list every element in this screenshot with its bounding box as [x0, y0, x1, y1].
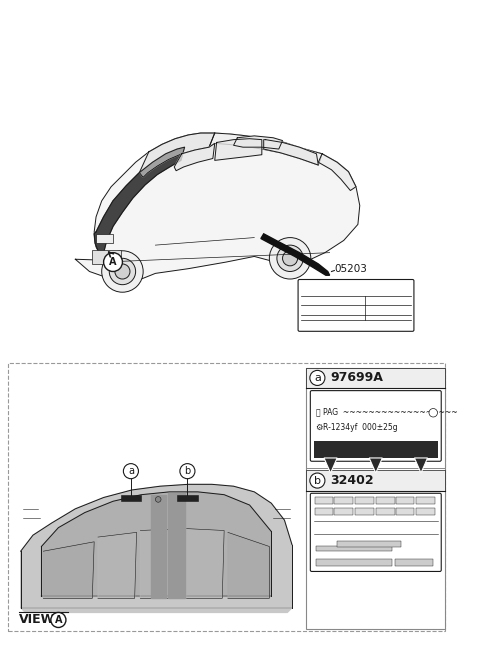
- Text: A: A: [109, 257, 117, 267]
- Polygon shape: [21, 484, 292, 613]
- Polygon shape: [324, 458, 337, 473]
- Polygon shape: [234, 136, 283, 149]
- Polygon shape: [264, 140, 318, 165]
- Bar: [314, 508, 334, 516]
- Bar: [92, 250, 120, 264]
- Polygon shape: [75, 133, 360, 281]
- Text: a: a: [314, 373, 321, 383]
- Bar: [8, 363, 444, 631]
- Polygon shape: [318, 154, 356, 190]
- Text: A: A: [55, 615, 62, 625]
- Circle shape: [269, 237, 311, 279]
- Circle shape: [115, 264, 130, 279]
- Bar: [313, 441, 438, 458]
- Circle shape: [310, 371, 325, 386]
- FancyBboxPatch shape: [311, 390, 441, 461]
- Polygon shape: [151, 495, 166, 598]
- Circle shape: [109, 258, 136, 285]
- Text: b: b: [314, 476, 321, 485]
- Bar: [306, 367, 445, 388]
- Polygon shape: [140, 529, 184, 598]
- Text: 05203: 05203: [335, 264, 367, 274]
- Polygon shape: [215, 138, 262, 160]
- Bar: [416, 508, 435, 516]
- Bar: [306, 367, 445, 629]
- Polygon shape: [174, 144, 215, 171]
- Circle shape: [51, 613, 66, 628]
- Circle shape: [283, 251, 298, 266]
- Bar: [335, 508, 353, 516]
- Bar: [315, 559, 392, 566]
- Polygon shape: [98, 533, 137, 598]
- Bar: [314, 497, 334, 504]
- Circle shape: [156, 497, 161, 502]
- Bar: [355, 497, 374, 504]
- Text: R-1234yf  000±25g: R-1234yf 000±25g: [323, 423, 397, 432]
- Circle shape: [102, 251, 143, 292]
- Text: b: b: [184, 466, 191, 476]
- Polygon shape: [414, 458, 428, 473]
- Polygon shape: [41, 492, 271, 596]
- Polygon shape: [139, 133, 215, 177]
- Polygon shape: [186, 529, 224, 598]
- Polygon shape: [168, 493, 185, 598]
- Polygon shape: [43, 542, 94, 598]
- Bar: [120, 495, 141, 501]
- Bar: [396, 497, 414, 504]
- Polygon shape: [94, 147, 185, 253]
- Bar: [395, 559, 433, 566]
- Text: 97699A: 97699A: [331, 371, 384, 384]
- Circle shape: [310, 473, 325, 488]
- Polygon shape: [369, 458, 383, 473]
- Circle shape: [104, 253, 122, 272]
- Polygon shape: [261, 234, 330, 276]
- Text: VIEW: VIEW: [19, 613, 55, 626]
- Bar: [315, 546, 392, 551]
- Text: 32402: 32402: [331, 474, 374, 487]
- Text: PAG  ~~~~~~~~~~~~~~~~~~: PAG ~~~~~~~~~~~~~~~~~~: [323, 408, 457, 417]
- Circle shape: [277, 245, 303, 272]
- Bar: [306, 470, 445, 491]
- FancyBboxPatch shape: [311, 493, 441, 571]
- Bar: [376, 508, 395, 516]
- Bar: [416, 497, 435, 504]
- Bar: [335, 497, 353, 504]
- Bar: [96, 234, 113, 243]
- Text: 💧: 💧: [315, 408, 320, 417]
- Bar: [376, 497, 395, 504]
- Circle shape: [429, 409, 437, 417]
- Text: a: a: [128, 466, 134, 476]
- Circle shape: [123, 464, 138, 479]
- Circle shape: [180, 464, 195, 479]
- Polygon shape: [228, 533, 269, 598]
- Text: ⚙: ⚙: [315, 423, 323, 432]
- Bar: [396, 508, 414, 516]
- Bar: [337, 541, 401, 548]
- Bar: [177, 495, 198, 501]
- Polygon shape: [209, 133, 322, 165]
- Bar: [355, 508, 374, 516]
- FancyBboxPatch shape: [298, 279, 414, 331]
